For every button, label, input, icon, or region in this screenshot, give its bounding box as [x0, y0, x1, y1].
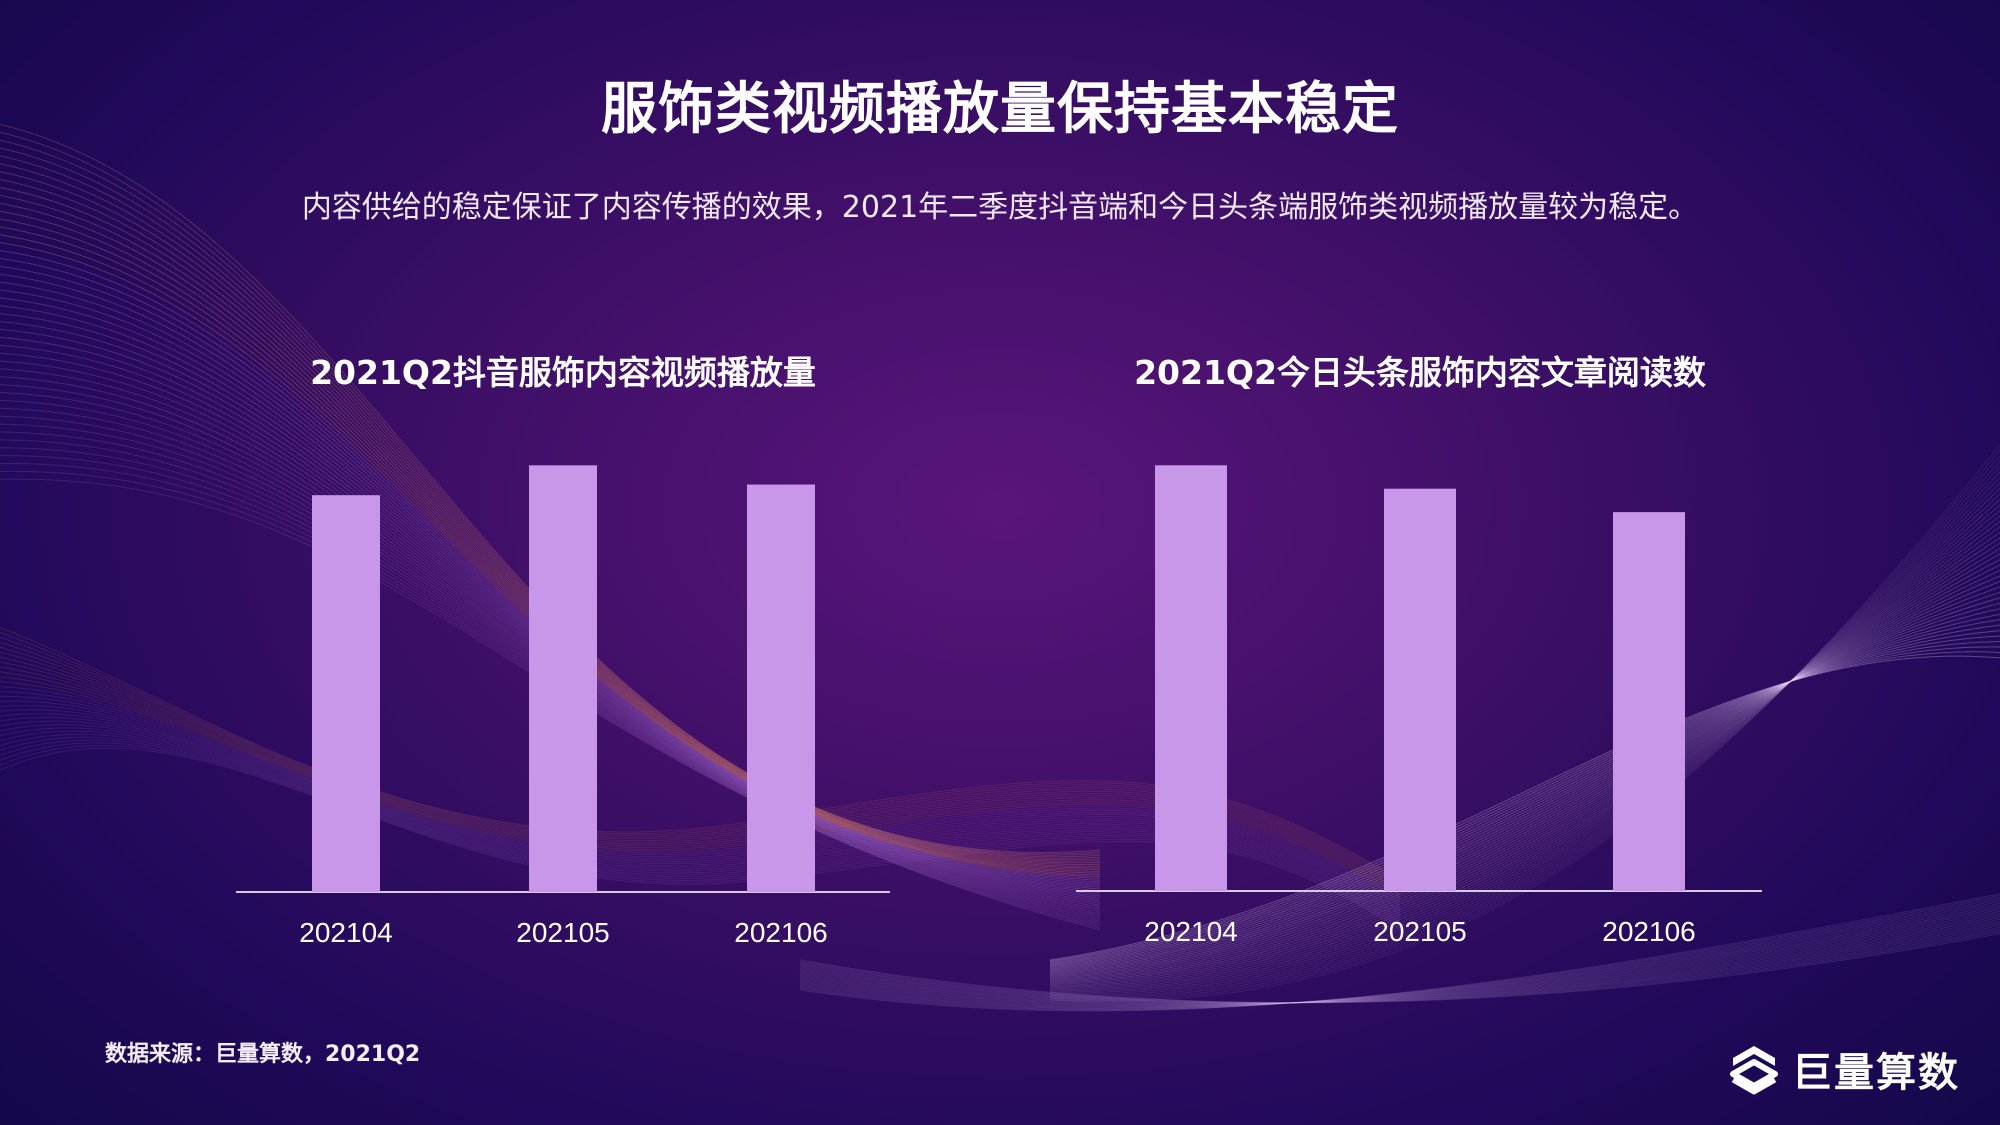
- bar-202106: [747, 484, 815, 892]
- x-tick-label-202105: 202105: [516, 917, 609, 948]
- bar-202104: [312, 495, 380, 892]
- chart-douyin: 202104 202105 202106: [236, 465, 890, 948]
- page-subtitle: 内容供给的稳定保证了内容传播的效果，2021年二季度抖音端和今日头条端服饰类视频…: [301, 190, 1699, 225]
- bar-202105: [529, 465, 597, 892]
- x-tick-label-202104: 202104: [299, 917, 392, 948]
- chart-toutiao: 202104 202105 202106: [1076, 465, 1762, 947]
- x-tick-label-202105: 202105: [1373, 916, 1466, 947]
- chart-title-douyin: 2021Q2抖音服饰内容视频播放量: [310, 353, 816, 392]
- bar-202106: [1613, 512, 1685, 891]
- brand-logo: 巨量算数: [1728, 1040, 1960, 1098]
- x-tick-label-202106: 202106: [734, 917, 827, 948]
- bar-202105: [1384, 488, 1456, 891]
- x-tick-label-202104: 202104: [1144, 916, 1237, 947]
- bar-202104: [1155, 465, 1227, 891]
- data-source-note: 数据来源：巨量算数，2021Q2: [105, 1042, 421, 1067]
- logo-icon: [1730, 1046, 1778, 1095]
- chart-title-toutiao: 2021Q2今日头条服饰内容文章阅读数: [1134, 353, 1706, 392]
- page-title: 服饰类视频播放量保持基本稳定: [601, 77, 1399, 142]
- x-tick-label-202106: 202106: [1602, 916, 1695, 947]
- logo-text: 巨量算数: [1792, 1050, 1960, 1096]
